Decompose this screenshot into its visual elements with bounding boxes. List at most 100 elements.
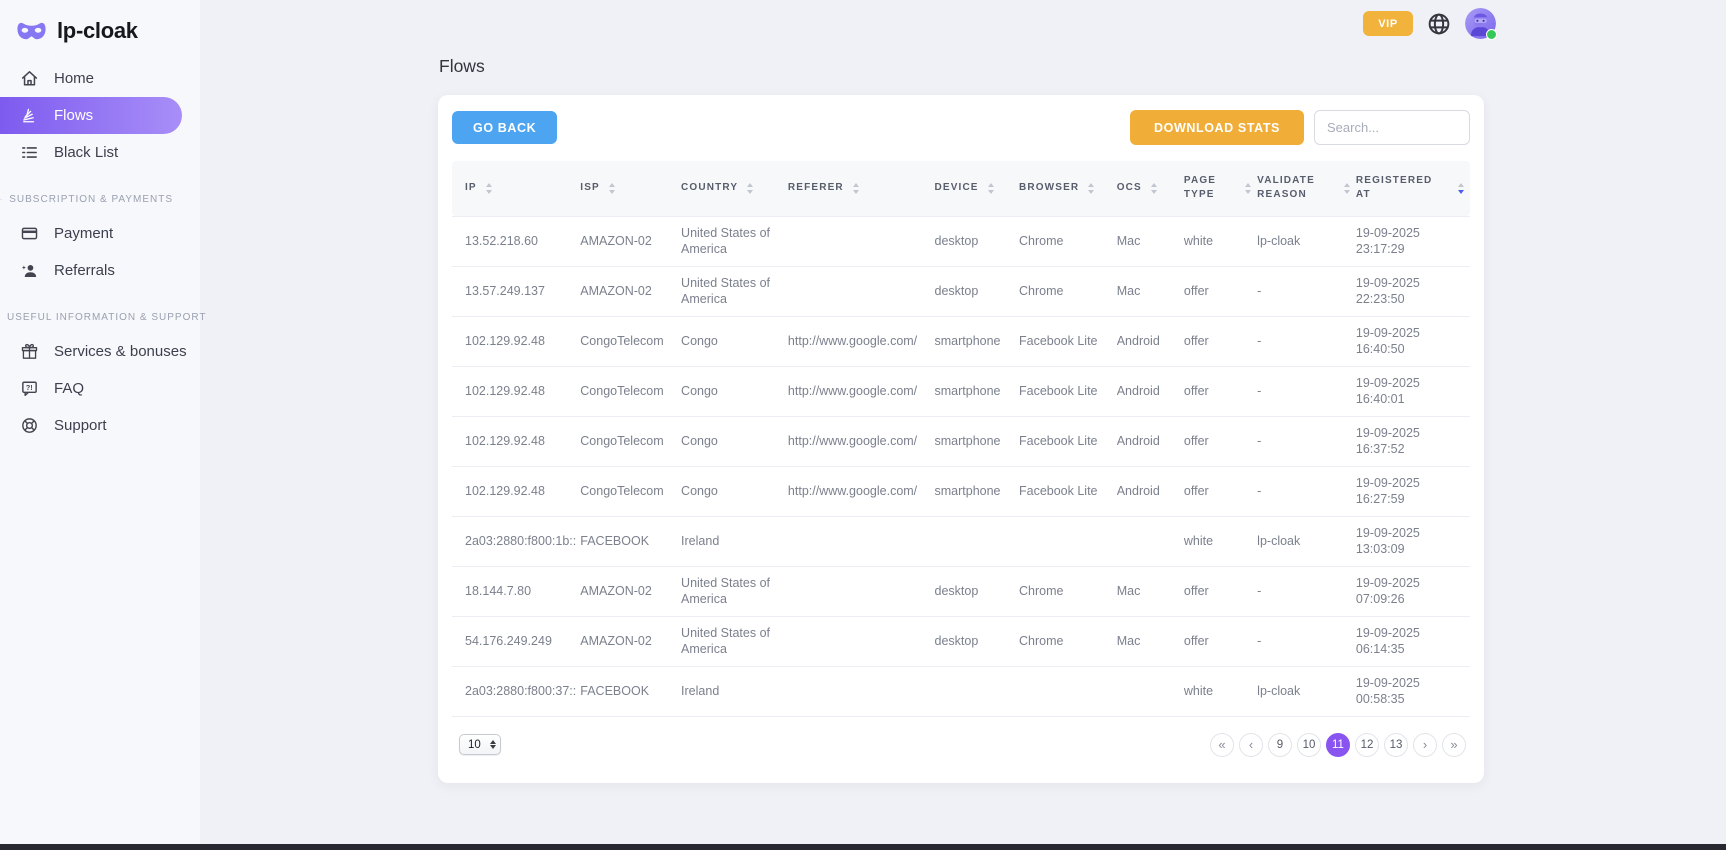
cell-device: desktop xyxy=(934,615,1019,666)
column-label: IP xyxy=(465,182,477,193)
sidebar-item-flows[interactable]: Flows xyxy=(0,97,182,134)
cell-referer xyxy=(787,515,935,566)
vip-button[interactable]: VIP xyxy=(1363,11,1413,36)
cell-country: Ireland xyxy=(681,665,788,716)
sidebar-item-payment[interactable]: Payment xyxy=(0,215,200,252)
cell-browser: Facebook Lite xyxy=(1018,415,1117,466)
cell-registered_at: 19-09-2025 22:23:50 xyxy=(1355,265,1470,316)
cell-referer xyxy=(787,565,935,616)
cell-registered_at: 19-09-2025 00:58:35 xyxy=(1355,665,1470,716)
cell-browser xyxy=(1018,665,1117,716)
pagination-page-10[interactable]: 10 xyxy=(1297,732,1321,757)
pagination-page-13[interactable]: 13 xyxy=(1384,732,1408,757)
cell-referer xyxy=(787,265,935,316)
column-header-isp[interactable]: ISP xyxy=(580,161,682,216)
pagination-next-button[interactable]: › xyxy=(1413,732,1437,757)
cell-browser: Facebook Lite xyxy=(1018,365,1117,416)
cell-page_type: offer xyxy=(1183,315,1258,366)
sort-icon xyxy=(987,183,994,194)
globe-icon[interactable] xyxy=(1426,11,1452,37)
cell-registered_at: 19-09-2025 13:03:09 xyxy=(1355,515,1470,566)
column-header-browser[interactable]: BROWSER xyxy=(1018,161,1117,216)
sidebar-item-black-list[interactable]: Black List xyxy=(0,134,200,171)
cell-page_type: offer xyxy=(1183,365,1258,416)
cell-device: smartphone xyxy=(934,315,1019,366)
column-header-page_type[interactable]: PAGE TYPE xyxy=(1183,161,1258,216)
column-header-ocs[interactable]: OCS xyxy=(1116,161,1184,216)
cell-device: desktop xyxy=(934,265,1019,316)
pagination-first-button[interactable]: « xyxy=(1210,732,1234,757)
referrals-icon xyxy=(20,261,39,280)
column-header-country[interactable]: COUNTRY xyxy=(681,161,788,216)
table-row: 102.129.92.48 CongoTelecom Congo http://www… xyxy=(452,365,1470,416)
column-header-ip[interactable]: IP xyxy=(452,161,581,216)
sort-icon xyxy=(485,183,492,194)
cell-registered_at: 19-09-2025 16:37:52 xyxy=(1355,415,1470,466)
avatar[interactable] xyxy=(1465,8,1497,40)
table-row: 13.52.218.60 AMAZON-02 United States of Am… xyxy=(452,215,1470,266)
pagination-page-9[interactable]: 9 xyxy=(1268,732,1292,757)
home-icon xyxy=(20,69,39,88)
cell-ocs: Android xyxy=(1116,415,1184,466)
sidebar-item-referrals[interactable]: Referrals xyxy=(0,252,200,289)
pagination-last-button[interactable]: » xyxy=(1442,732,1466,757)
sidebar-item-support[interactable]: Support xyxy=(0,407,200,444)
sidebar-item-label: Services & bonuses xyxy=(54,343,187,360)
cell-isp: CongoTelecom xyxy=(580,315,682,366)
column-header-referer[interactable]: REFERER xyxy=(787,161,935,216)
cell-validate_reason: - xyxy=(1257,315,1356,366)
cell-ip: 2a03:2880:f800:37:: xyxy=(452,665,581,716)
table-row: 102.129.92.48 CongoTelecom Congo http://www… xyxy=(452,415,1470,466)
column-header-registered_at[interactable]: REGISTERED AT xyxy=(1355,161,1470,216)
column-label: VALIDATE REASON xyxy=(1257,174,1315,201)
page-title: Flows xyxy=(439,56,485,76)
cell-ip: 2a03:2880:f800:1b:: xyxy=(452,515,581,566)
cell-country: United States of America xyxy=(681,565,788,616)
cell-ocs: Android xyxy=(1116,365,1184,416)
cell-referer: http://www.google.com/ xyxy=(787,465,935,516)
cell-browser: Chrome xyxy=(1018,215,1117,266)
cell-page_type: offer xyxy=(1183,565,1258,616)
sidebar-item-services-bonuses[interactable]: Services & bonuses xyxy=(0,333,200,370)
online-status-dot xyxy=(1486,29,1497,40)
pagination-page-12[interactable]: 12 xyxy=(1355,732,1379,757)
sidebar-item-label: FAQ xyxy=(54,380,85,397)
cell-isp: FACEBOOK xyxy=(580,515,682,566)
table-row: 102.129.92.48 CongoTelecom Congo http://www… xyxy=(452,315,1470,366)
column-header-device[interactable]: DEVICE xyxy=(934,161,1019,216)
cell-device: desktop xyxy=(934,215,1019,266)
sidebar-item-label: Referrals xyxy=(54,262,115,279)
cell-referer xyxy=(787,615,935,666)
column-label: ISP xyxy=(580,182,600,193)
pagination-prev-button[interactable]: ‹ xyxy=(1239,732,1263,757)
sidebar-nav: Home Flows Black List SUBSCRIPTION & PAYMEN… xyxy=(0,60,206,444)
download-stats-button[interactable]: DOWNLOAD STATS xyxy=(1130,110,1304,145)
cell-device: smartphone xyxy=(934,415,1019,466)
table-header-row: IP ISP COUNTRY REFERER DEVICE BROWSER OCS PAGE … xyxy=(452,161,1470,216)
sidebar-item-label: Support xyxy=(54,417,107,434)
sidebar-item-label: Black List xyxy=(54,144,119,161)
sidebar-item-home[interactable]: Home xyxy=(0,60,200,97)
pagination-page-11[interactable]: 11 xyxy=(1326,732,1350,757)
toolbar-right: DOWNLOAD STATS xyxy=(1130,110,1470,145)
sidebar-item-faq[interactable]: ?! FAQ xyxy=(0,370,200,407)
cell-isp: AMAZON-02 xyxy=(580,215,682,266)
table-row: 54.176.249.249 AMAZON-02 United States of … xyxy=(452,615,1470,666)
column-header-validate_reason[interactable]: VALIDATE REASON xyxy=(1257,161,1356,216)
cell-device: smartphone xyxy=(934,365,1019,416)
blacklist-icon xyxy=(20,143,39,162)
search-input[interactable] xyxy=(1314,110,1470,145)
cell-registered_at: 19-09-2025 23:17:29 xyxy=(1355,215,1470,266)
cell-isp: AMAZON-02 xyxy=(580,615,682,666)
cell-browser: Chrome xyxy=(1018,565,1117,616)
cell-registered_at: 19-09-2025 16:40:01 xyxy=(1355,365,1470,416)
cell-ocs: Android xyxy=(1116,315,1184,366)
table-row: 102.129.92.48 CongoTelecom Congo http://www… xyxy=(452,465,1470,516)
go-back-button[interactable]: GO BACK xyxy=(452,111,558,144)
cell-referer: http://www.google.com/ xyxy=(787,415,935,466)
cell-ocs: Android xyxy=(1116,465,1184,516)
cell-device: smartphone xyxy=(934,465,1019,516)
cell-registered_at: 19-09-2025 06:14:35 xyxy=(1355,615,1470,666)
page-size-select[interactable]: 10 xyxy=(459,734,501,755)
column-label: OCS xyxy=(1116,182,1142,193)
